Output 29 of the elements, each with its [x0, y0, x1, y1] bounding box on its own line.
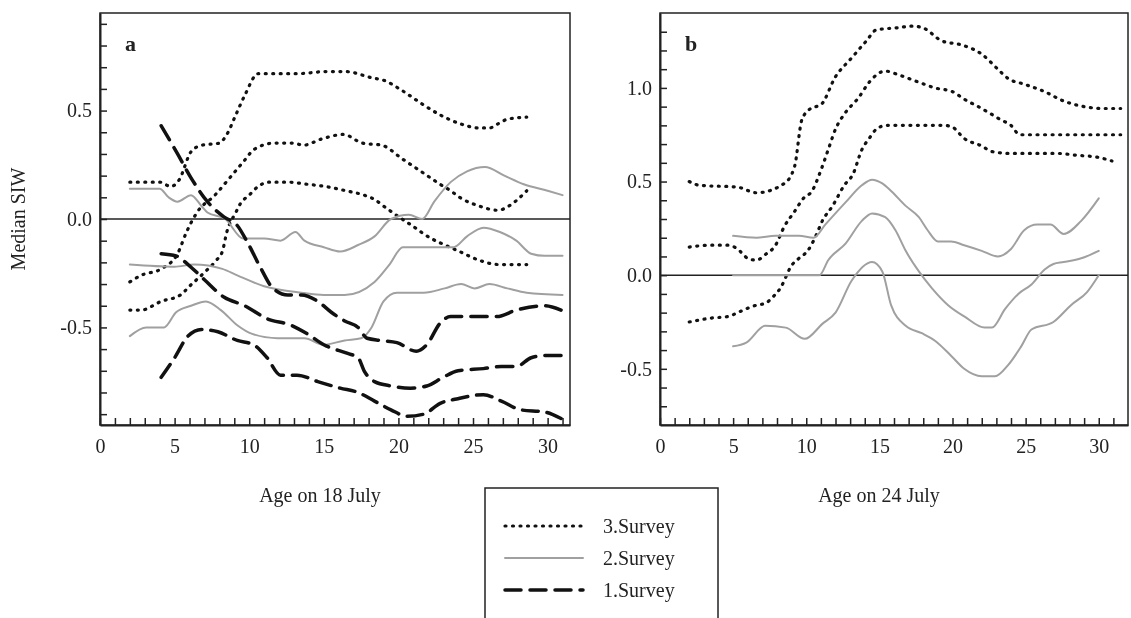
x-tick-label: 25	[463, 435, 484, 458]
x-tick-label: 5	[728, 435, 739, 458]
x-tick-label: 20	[388, 435, 409, 458]
x-tick-label: 10	[796, 435, 817, 458]
x-tick-label: 0	[655, 435, 666, 458]
x-tick-label: 25	[1016, 435, 1037, 458]
y-tick-label: -0.5	[620, 357, 652, 380]
y-tick-label: 0.0	[67, 207, 92, 230]
x-tick-label: 10	[239, 435, 260, 458]
y-tick-label: 0.0	[627, 264, 652, 287]
x-tick-label: 15	[869, 435, 890, 458]
legend-label: 2.Survey	[603, 547, 675, 570]
annotation: a	[125, 31, 136, 56]
x-tick-label: 30	[538, 435, 559, 458]
x-tick-label: 5	[170, 435, 181, 458]
y-tick-label: 0.5	[627, 170, 652, 193]
legend-label: 1.Survey	[603, 579, 675, 602]
x-axis-title: Age on 18 July	[259, 484, 381, 507]
y-tick-label: -0.5	[60, 316, 92, 339]
x-tick-label: 0	[95, 435, 106, 458]
x-tick-label: 20	[943, 435, 963, 458]
y-axis-title: Median SIW	[7, 167, 29, 271]
x-tick-label: 30	[1089, 435, 1110, 458]
x-tick-label: 15	[314, 435, 335, 458]
y-tick-label: 1.0	[627, 76, 652, 99]
annotation: b	[685, 31, 698, 56]
y-tick-label: 0.5	[67, 99, 92, 122]
x-axis-title: Age on 24 July	[818, 484, 940, 507]
legend-label: 3.Survey	[603, 515, 675, 538]
